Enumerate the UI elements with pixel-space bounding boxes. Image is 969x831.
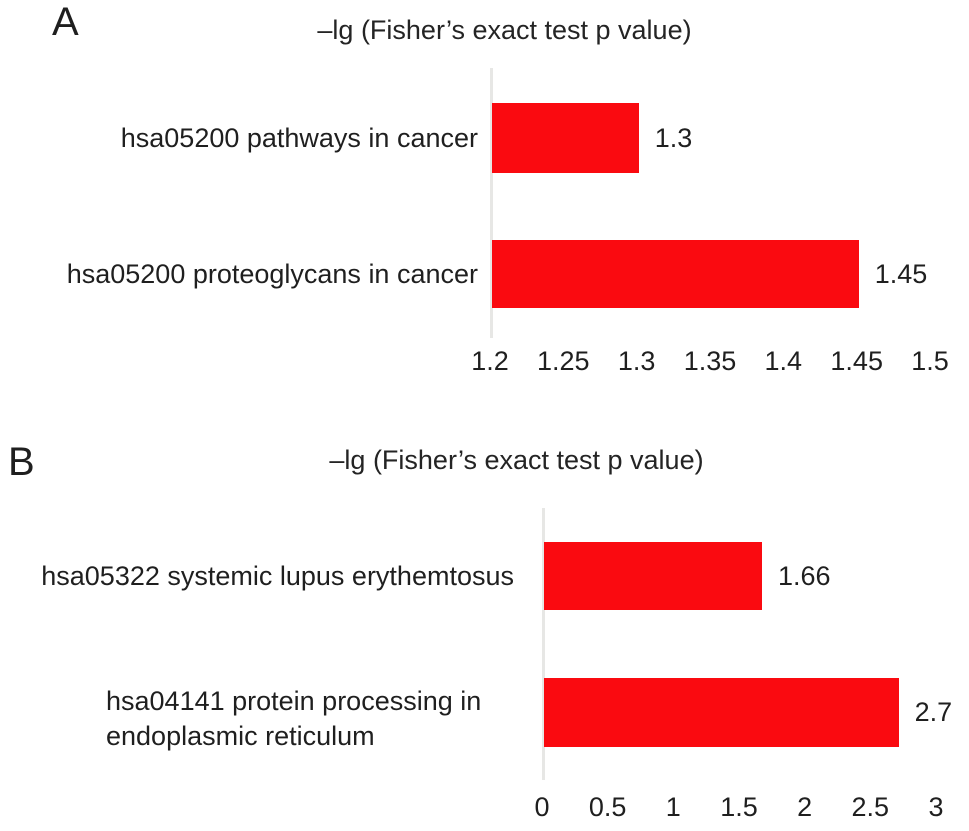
bar-row: 1.66 bbox=[544, 542, 831, 610]
category-label-hsa05200-proteoglycans-in-cancer: hsa05200 proteoglycans in cancer bbox=[0, 257, 478, 292]
y-axis-line bbox=[542, 508, 545, 780]
plot-area-a: 1.3 1.45 bbox=[490, 68, 969, 338]
bar-value-label: 2.7 bbox=[914, 697, 953, 727]
x-tick: 1.25 bbox=[537, 346, 590, 376]
category-label-hsa05200-pathways-in-cancer: hsa05200 pathways in cancer bbox=[0, 121, 478, 156]
category-label-line: hsa05322 systemic lupus erythemtosus bbox=[41, 561, 514, 591]
panel-a: A –lg (Fisher’s exact test p value) hsa0… bbox=[0, 0, 969, 380]
x-axis-b: 0 0.5 1 1.5 2 2.5 3 bbox=[534, 792, 969, 826]
x-tick: 0 bbox=[534, 792, 550, 822]
category-label-hsa05322-systemic-lupus-erythemtosus: hsa05322 systemic lupus erythemtosus bbox=[0, 559, 514, 594]
category-label-hsa04141-protein-processing: hsa04141 protein processing in endoplasm… bbox=[106, 684, 536, 754]
bar-hsa05200-proteoglycans-in-cancer bbox=[492, 240, 859, 308]
x-tick: 0.5 bbox=[588, 792, 627, 822]
x-tick: 1.3 bbox=[617, 346, 656, 376]
category-label-line: endoplasmic reticulum bbox=[106, 721, 375, 751]
x-tick: 1.35 bbox=[683, 346, 737, 376]
panel-b-letter: B bbox=[8, 440, 35, 484]
x-tick: 1.45 bbox=[830, 346, 883, 376]
panel-a-letter: A bbox=[52, 0, 79, 44]
bar-value-label: 1.45 bbox=[874, 258, 928, 289]
x-tick: 1.4 bbox=[764, 346, 803, 376]
category-label-line: hsa05200 pathways in cancer bbox=[120, 123, 478, 153]
plot-area-b: 1.66 2.7 bbox=[542, 508, 969, 780]
bar-row: 2.7 bbox=[544, 678, 952, 747]
panel-b-title: –lg (Fisher’s exact test p value) bbox=[329, 445, 704, 475]
bar-row: 1.45 bbox=[492, 240, 927, 308]
category-label-line: hsa04141 protein processing in bbox=[106, 686, 482, 716]
panel-b: B –lg (Fisher’s exact test p value) hsa0… bbox=[0, 420, 969, 831]
bar-row: 1.3 bbox=[492, 103, 692, 173]
x-tick: 1.5 bbox=[911, 346, 949, 376]
bar-hsa05322-systemic-lupus-erythemtosus bbox=[544, 542, 762, 610]
x-tick: 1 bbox=[665, 792, 681, 822]
bar-hsa04141-protein-processing bbox=[544, 678, 899, 747]
x-axis-a: 1.2 1.25 1.3 1.35 1.4 1.45 1.5 bbox=[471, 346, 969, 380]
panel-a-title: –lg (Fisher’s exact test p value) bbox=[317, 15, 692, 45]
x-tick: 3 bbox=[928, 792, 944, 822]
category-label-line: hsa05200 proteoglycans in cancer bbox=[66, 259, 478, 289]
bar-hsa05200-pathways-in-cancer bbox=[492, 103, 639, 173]
bar-value-label: 1.66 bbox=[778, 560, 831, 591]
x-tick: 1.2 bbox=[471, 346, 509, 376]
x-tick: 1.5 bbox=[720, 792, 758, 822]
bar-value-label: 1.3 bbox=[654, 122, 693, 153]
x-tick: 2.5 bbox=[851, 792, 890, 822]
y-axis-line bbox=[490, 68, 493, 338]
x-tick: 2 bbox=[797, 792, 813, 822]
